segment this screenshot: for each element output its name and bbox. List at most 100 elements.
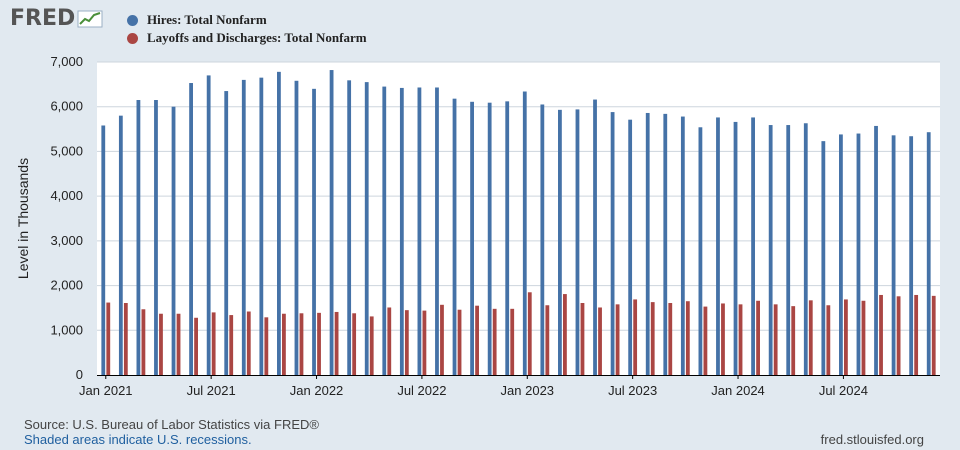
bar-hires[interactable] — [329, 70, 334, 376]
bar-hires[interactable] — [698, 127, 703, 375]
bar-layoffs[interactable] — [299, 313, 304, 375]
bar-hires[interactable] — [206, 75, 211, 375]
bar-hires[interactable] — [312, 88, 316, 375]
bar-hires[interactable] — [909, 136, 914, 375]
bar-layoffs[interactable] — [545, 305, 550, 375]
recession-note[interactable]: Shaded areas indicate U.S. recessions. — [24, 432, 252, 447]
bar-hires[interactable] — [856, 133, 861, 375]
bar-layoffs[interactable] — [334, 311, 339, 375]
bar-layoffs[interactable] — [246, 311, 251, 375]
bar-hires[interactable] — [575, 109, 580, 376]
fred-logo[interactable]: FRED — [10, 6, 103, 31]
bar-hires[interactable] — [505, 101, 510, 375]
bar-hires[interactable] — [294, 80, 299, 375]
bar-layoffs[interactable] — [123, 303, 128, 375]
bar-hires[interactable] — [645, 112, 650, 375]
bar-layoffs[interactable] — [141, 309, 146, 375]
bar-layoffs[interactable] — [282, 313, 286, 375]
bar-layoffs[interactable] — [703, 306, 708, 375]
bar-layoffs[interactable] — [211, 312, 216, 375]
bar-layoffs[interactable] — [563, 294, 567, 375]
bar-hires[interactable] — [768, 125, 773, 375]
bar-hires[interactable] — [241, 79, 246, 375]
bar-hires[interactable] — [189, 83, 193, 376]
bar-hires[interactable] — [399, 87, 404, 376]
bar-hires[interactable] — [803, 123, 808, 375]
bar-layoffs[interactable] — [896, 296, 901, 375]
bar-layoffs[interactable] — [721, 303, 725, 375]
bar-layoffs[interactable] — [159, 313, 163, 375]
bar-layoffs[interactable] — [229, 315, 234, 375]
bar-layoffs[interactable] — [106, 302, 111, 375]
bar-hires[interactable] — [224, 91, 229, 375]
bar-layoffs[interactable] — [914, 294, 919, 375]
bar-layoffs[interactable] — [404, 310, 409, 375]
bar-hires[interactable] — [628, 119, 633, 376]
bar-layoffs[interactable] — [527, 292, 532, 375]
bar-hires[interactable] — [118, 115, 123, 375]
bar-hires[interactable] — [417, 87, 422, 376]
bar-layoffs[interactable] — [457, 309, 462, 375]
bar-layoffs[interactable] — [352, 313, 357, 375]
bar-layoffs[interactable] — [756, 300, 760, 375]
bar-layoffs[interactable] — [791, 306, 796, 375]
site-url[interactable]: fred.stlouisfed.org — [820, 432, 924, 447]
bar-layoffs[interactable] — [176, 313, 181, 375]
bar-hires[interactable] — [751, 117, 755, 375]
bar-hires[interactable] — [522, 91, 527, 375]
bar-hires[interactable] — [452, 98, 457, 376]
bar-layoffs[interactable] — [879, 294, 883, 375]
bar-hires[interactable] — [716, 117, 720, 375]
bar-hires[interactable] — [259, 77, 264, 376]
bar-hires[interactable] — [382, 86, 387, 375]
bar-hires[interactable] — [786, 125, 791, 375]
bar-layoffs[interactable] — [844, 299, 848, 375]
bar-hires[interactable] — [926, 132, 931, 375]
plot-area — [97, 62, 940, 375]
bar-layoffs[interactable] — [808, 300, 813, 375]
bar-hires[interactable] — [680, 116, 685, 376]
bar-layoffs[interactable] — [861, 300, 866, 375]
bar-layoffs[interactable] — [264, 317, 269, 375]
bar-layoffs[interactable] — [931, 295, 936, 375]
bar-hires[interactable] — [470, 101, 474, 376]
bar-hires[interactable] — [171, 106, 176, 376]
bar-layoffs[interactable] — [317, 312, 321, 375]
bar-hires[interactable] — [593, 99, 597, 375]
bar-layoffs[interactable] — [633, 299, 638, 375]
bar-layoffs[interactable] — [510, 308, 515, 375]
bar-layoffs[interactable] — [826, 305, 831, 375]
bar-hires[interactable] — [487, 102, 492, 375]
bar-layoffs[interactable] — [369, 316, 374, 375]
bar-hires[interactable] — [540, 104, 545, 375]
bar-layoffs[interactable] — [668, 303, 673, 375]
bar-layoffs[interactable] — [650, 302, 655, 375]
bar-layoffs[interactable] — [615, 304, 620, 375]
bar-hires[interactable] — [663, 113, 668, 376]
bar-hires[interactable] — [154, 100, 158, 375]
bar-hires[interactable] — [821, 141, 826, 375]
bar-layoffs[interactable] — [475, 305, 479, 375]
bar-layoffs[interactable] — [738, 304, 743, 375]
bar-hires[interactable] — [839, 134, 843, 375]
bar-layoffs[interactable] — [387, 307, 392, 375]
bar-hires[interactable] — [277, 71, 281, 375]
bar-layoffs[interactable] — [422, 310, 427, 375]
bar-layoffs[interactable] — [440, 304, 444, 375]
bar-hires[interactable] — [364, 82, 369, 376]
bar-hires[interactable] — [101, 125, 106, 376]
bar-layoffs[interactable] — [685, 301, 690, 375]
bar-layoffs[interactable] — [580, 303, 585, 375]
bar-hires[interactable] — [733, 121, 738, 375]
bar-hires[interactable] — [891, 135, 896, 375]
bar-hires[interactable] — [610, 112, 615, 375]
bar-hires[interactable] — [347, 80, 352, 375]
bar-layoffs[interactable] — [598, 307, 602, 375]
bar-layoffs[interactable] — [773, 304, 778, 375]
bar-hires[interactable] — [435, 87, 439, 376]
bar-hires[interactable] — [558, 109, 562, 375]
bar-layoffs[interactable] — [492, 308, 497, 375]
bar-layoffs[interactable] — [194, 317, 198, 375]
bar-hires[interactable] — [136, 100, 141, 375]
bar-hires[interactable] — [874, 125, 878, 375]
